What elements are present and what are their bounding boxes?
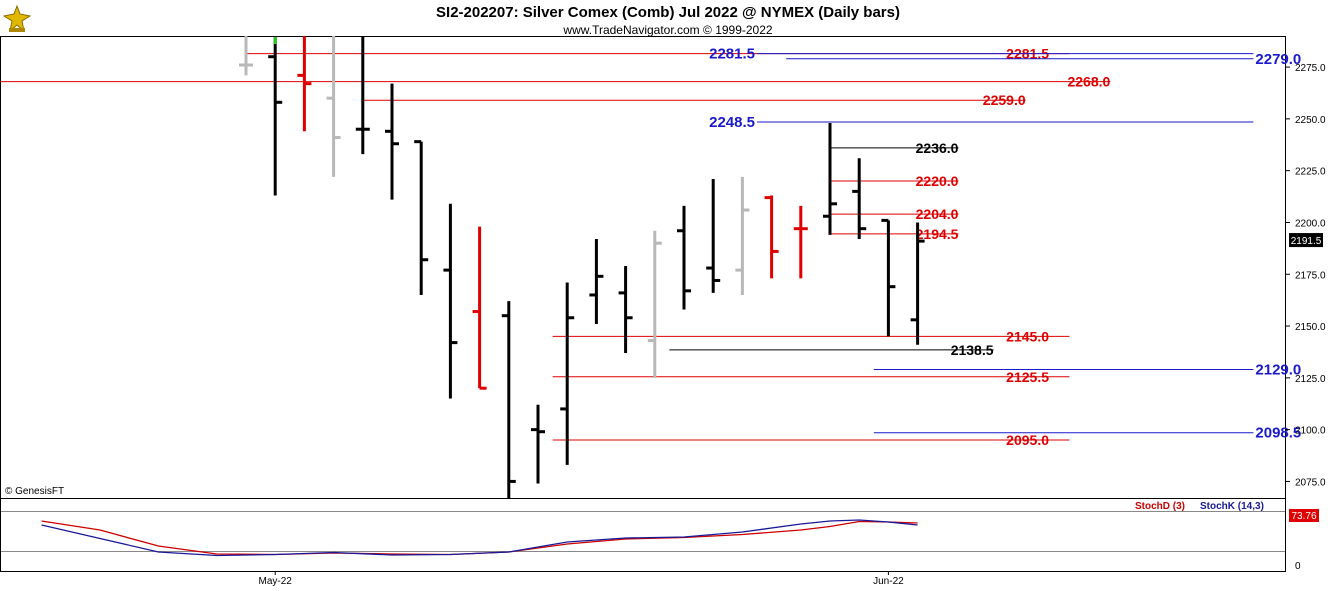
ohlc-bar-13: [618, 265, 633, 353]
ohlc-bar-4: [355, 36, 370, 155]
ohlc-bar-15: [677, 205, 691, 310]
level-label-9: 2194.5: [916, 226, 959, 242]
level-label-14: 2098.5: [1255, 425, 1301, 442]
ohlc-bar-14: [647, 230, 662, 378]
stoch-y-tick: 0: [1295, 561, 1301, 572]
x-axis: May-22 Jun-22: [259, 571, 904, 587]
ohlc-bar-20: [823, 123, 837, 235]
level-label-3: 2268.0: [1067, 74, 1110, 90]
level-label-15: 2095.0: [1006, 432, 1049, 448]
ohlc-bar-22: [881, 218, 896, 337]
level-label-2: 2279.0: [1255, 51, 1301, 68]
ohlc-bar-3: [326, 36, 341, 177]
ohlc-bar-23: [910, 222, 925, 345]
watermark-label: © GenesisFT: [5, 486, 64, 497]
level-label-12: 2129.0: [1255, 362, 1301, 379]
last-price-marker: 2191.5: [1289, 233, 1323, 248]
ohlc-bar-2: [297, 36, 312, 132]
ohlc-bar-1: [268, 36, 283, 196]
x-tick-label-0: May-22: [259, 576, 293, 587]
price-pane: [0, 36, 1286, 499]
y-tick-label-2: 2125.0: [1295, 374, 1326, 385]
level-label-8: 2204.0: [916, 206, 959, 222]
ohlc-bar-18: [764, 195, 779, 279]
y-tick-label-1: 2100.0: [1295, 426, 1326, 437]
ohlc-bar-16: [706, 178, 721, 293]
stoch-series-0: [41, 520, 918, 556]
y-tick-label-8: 2275.0: [1295, 63, 1326, 74]
x-tick-label-1: Jun-22: [873, 576, 904, 587]
level-label-5: 2248.5: [709, 114, 755, 131]
level-label-1: 2281.5: [709, 46, 755, 63]
bars-layer: [239, 36, 925, 498]
y-tick-label-6: 2225.0: [1295, 167, 1326, 178]
level-label-7: 2220.0: [916, 173, 959, 189]
ohlc-bar-19: [793, 205, 808, 279]
ohlc-bar-10: [531, 404, 545, 484]
stoch-series-1: [41, 519, 918, 557]
y-tick-label-4: 2175.0: [1295, 270, 1326, 281]
price-y-axis: 2075.0 2100.0 2125.0 2150.0 2175.0 2200.0 2225…: [1285, 63, 1326, 488]
stochd-legend: StochD (3): [1135, 501, 1185, 512]
y-tick-label-5: 2200.0: [1295, 218, 1326, 229]
chart-subtitle: www.TradeNavigator.com © 1999-2022: [562, 23, 772, 37]
ohlc-bar-12: [589, 239, 604, 324]
stoch-last-label: 73.76: [1291, 511, 1316, 522]
genesis-logo-icon: [2, 4, 32, 33]
ohlc-bar-9: [501, 301, 516, 498]
y-tick-label-3: 2150.0: [1295, 322, 1326, 333]
stoch-lines: [41, 519, 918, 557]
ohlc-bar-21: [852, 158, 867, 240]
level-label-6: 2236.0: [916, 140, 959, 156]
ohlc-bar-17: [735, 176, 750, 295]
ohlc-bar-7: [443, 203, 458, 399]
stoch-last-marker: 73.76: [1289, 509, 1319, 522]
level-label-4: 2259.0: [983, 92, 1026, 108]
level-label-11: 2138.5: [951, 342, 994, 358]
y-tick-label-0: 2075.0: [1295, 477, 1326, 488]
ohlc-bar-6: [414, 140, 429, 295]
ohlc-bar-0: [239, 36, 253, 76]
level-label-10: 2145.0: [1006, 328, 1049, 344]
level-label-13: 2125.5: [1006, 369, 1049, 385]
ohlc-bar-8: [472, 226, 487, 390]
chart-title: SI2-202207: Silver Comex (Comb) Jul 2022…: [436, 4, 900, 21]
stochk-legend: StochK (14,3): [1200, 501, 1264, 512]
last-price-label: 2191.5: [1291, 236, 1322, 247]
ohlc-bar-11: [560, 282, 575, 465]
y-tick-label-7: 2250.0: [1295, 115, 1326, 126]
ohlc-bar-5: [385, 83, 399, 200]
stoch-pane: [0, 498, 1286, 572]
